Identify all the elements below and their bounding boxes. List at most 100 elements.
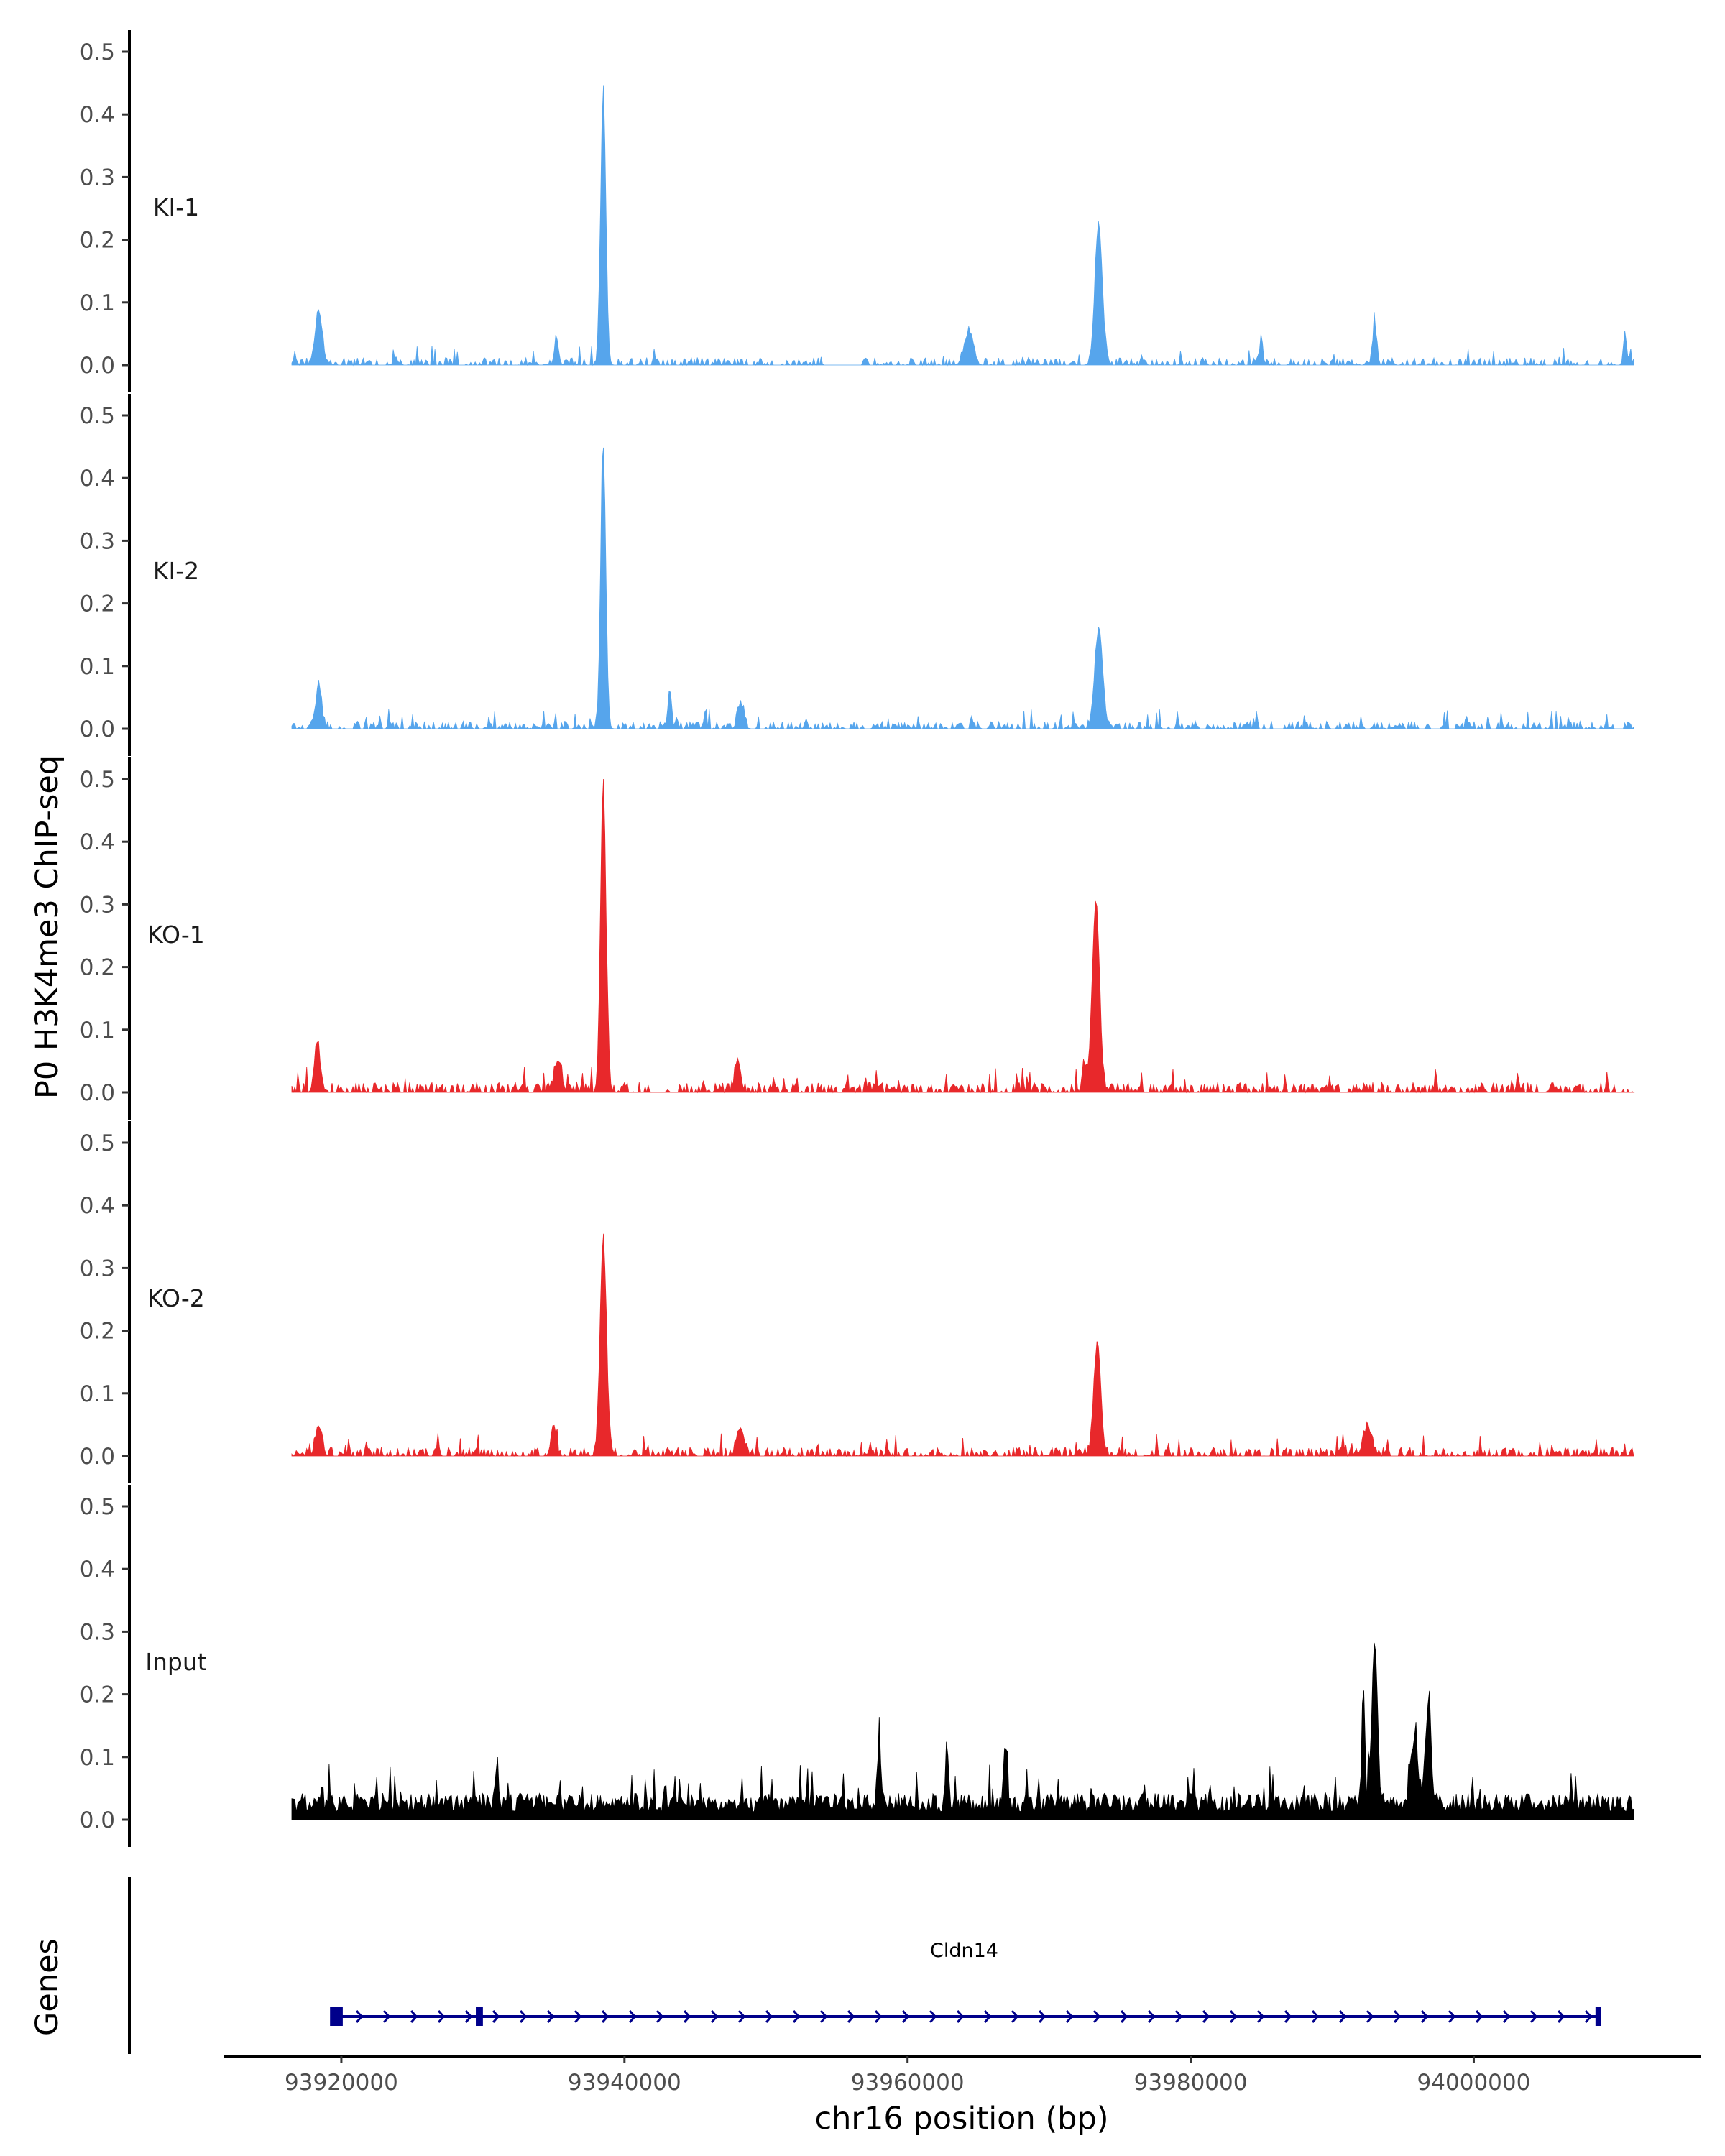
strand-arrow	[656, 2010, 664, 2023]
strand-arrow	[1284, 2010, 1292, 2023]
y-tick-label: 0.3	[80, 528, 115, 554]
genes-panel: Genes Cldn14	[29, 1877, 1601, 2054]
strand-arrow	[547, 2010, 555, 2023]
strand-arrow	[847, 2010, 855, 2023]
strand-arrow	[711, 2010, 719, 2023]
track-label: KO-1	[147, 921, 205, 949]
x-tick-label: 93920000	[285, 2070, 398, 2096]
strand-arrow	[929, 2010, 937, 2023]
x-axis: chr16 position (bp) 93920000 93940000 9396…	[224, 2055, 1701, 2137]
y-tick-label: 0.4	[80, 1557, 115, 1583]
strand-arrow	[1394, 2010, 1402, 2023]
y-tick-label: 0.4	[80, 102, 115, 128]
strand-arrow	[1093, 2010, 1101, 2023]
strand-arrow	[1530, 2010, 1538, 2023]
strand-arrow	[410, 2010, 418, 2023]
y-tick-label: 0.1	[80, 290, 115, 316]
y-tick-label: 0.3	[80, 165, 115, 190]
signal-area	[291, 1233, 1634, 1457]
genes-axis-title: Genes	[29, 1938, 65, 2036]
strand-arrow	[1585, 2010, 1593, 2023]
y-tick-label: 0.1	[80, 1018, 115, 1044]
y-tick-label: 0.1	[80, 1381, 115, 1407]
strand-arrow	[383, 2010, 391, 2023]
strand-arrow	[738, 2010, 746, 2023]
exon-block	[1595, 2007, 1601, 2026]
track-ko-1: 0.0 0.1 0.2 0.3 0.4 0.5 KO-1	[80, 757, 1635, 1120]
y-axis-title: P0 H3K4me3 ChIP-seq	[29, 755, 65, 1099]
strand-arrow	[1039, 2010, 1046, 2023]
strand-arrow	[1476, 2010, 1484, 2023]
strand-arrow	[1257, 2010, 1265, 2023]
y-tick-label: 0.4	[80, 1193, 115, 1219]
y-tick-label: 0.0	[80, 353, 115, 379]
track-ki-2: 0.0 0.1 0.2 0.3 0.4 0.5 KI-2	[80, 394, 1634, 756]
x-tick-label: 93980000	[1134, 2070, 1248, 2096]
y-tick-label: 0.3	[80, 1256, 115, 1281]
strand-arrow	[438, 2010, 446, 2023]
y-tick-label: 0.3	[80, 1619, 115, 1645]
strand-arrow	[1011, 2010, 1019, 2023]
y-tick-label: 0.2	[80, 591, 115, 617]
strand-arrow	[1503, 2010, 1511, 2023]
track-label: KI-1	[153, 193, 199, 221]
y-tick-label: 0.5	[80, 767, 115, 793]
signal-area	[291, 1642, 1634, 1820]
strand-arrow	[1230, 2010, 1238, 2023]
strand-arrow	[820, 2010, 828, 2023]
track-ki-1: 0.0 0.1 0.2 0.3 0.4 0.5 KI-1	[80, 30, 1634, 392]
y-tick-label: 0.0	[80, 1080, 115, 1106]
signal-tracks: 0.0 0.1 0.2 0.3 0.4 0.5 KI-1 0.0 0.1 0.2 0.3 0.4 0.5…	[80, 30, 1635, 1847]
y-tick-label: 0.2	[80, 1319, 115, 1345]
track-label: Input	[145, 1648, 207, 1676]
x-tick-label: 93940000	[568, 2070, 681, 2096]
strand-arrow	[492, 2010, 500, 2023]
strand-arrow	[1148, 2010, 1156, 2023]
strand-arrow	[1121, 2010, 1128, 2023]
strand-arrow	[875, 2010, 883, 2023]
x-tick-label: 93960000	[851, 2070, 965, 2096]
strand-arrow	[984, 2010, 992, 2023]
gene-name-label: Cldn14	[930, 1940, 998, 1962]
strand-arrow	[1202, 2010, 1210, 2023]
y-tick-label: 0.5	[80, 1494, 115, 1520]
y-tick-label: 0.2	[80, 228, 115, 254]
strand-arrow	[356, 2010, 364, 2023]
strand-arrow	[1339, 2010, 1347, 2023]
y-tick-label: 0.1	[80, 1745, 115, 1771]
track-ko-2: 0.0 0.1 0.2 0.3 0.4 0.5 KO-2	[80, 1121, 1634, 1483]
strand-arrow	[957, 2010, 965, 2023]
exon-block	[476, 2007, 483, 2026]
strand-arrow	[574, 2010, 582, 2023]
y-tick-label: 0.5	[80, 40, 115, 65]
strand-arrow	[629, 2010, 637, 2023]
signal-area	[291, 447, 1634, 730]
strand-arrow	[902, 2010, 910, 2023]
strand-arrow	[1312, 2010, 1320, 2023]
strand-arrow	[1175, 2010, 1183, 2023]
track-label: KO-2	[147, 1284, 205, 1312]
x-axis-title: chr16 position (bp)	[814, 2101, 1108, 2137]
strand-arrow	[1558, 2010, 1565, 2023]
strand-arrow	[520, 2010, 528, 2023]
y-tick-label: 0.4	[80, 829, 115, 855]
y-tick-label: 0.5	[80, 1130, 115, 1156]
signal-area	[291, 85, 1634, 367]
strand-arrow	[465, 2010, 473, 2023]
strand-arrow	[602, 2010, 610, 2023]
strand-arrow	[793, 2010, 801, 2023]
signal-area	[291, 778, 1635, 1094]
strand-arrow	[765, 2010, 773, 2023]
y-axis-title-text: P0 H3K4me3 ChIP-seq	[29, 755, 65, 1099]
x-tick-label: 94000000	[1417, 2070, 1531, 2096]
y-tick-label: 0.1	[80, 654, 115, 680]
strand-arrow	[1066, 2010, 1074, 2023]
strand-arrow	[1421, 2010, 1429, 2023]
exon-block	[330, 2007, 343, 2026]
strand-arrow	[1366, 2010, 1374, 2023]
y-tick-label: 0.3	[80, 892, 115, 918]
y-tick-label: 0.4	[80, 466, 115, 492]
strand-arrow	[684, 2010, 691, 2023]
strand-arrow	[1448, 2010, 1456, 2023]
